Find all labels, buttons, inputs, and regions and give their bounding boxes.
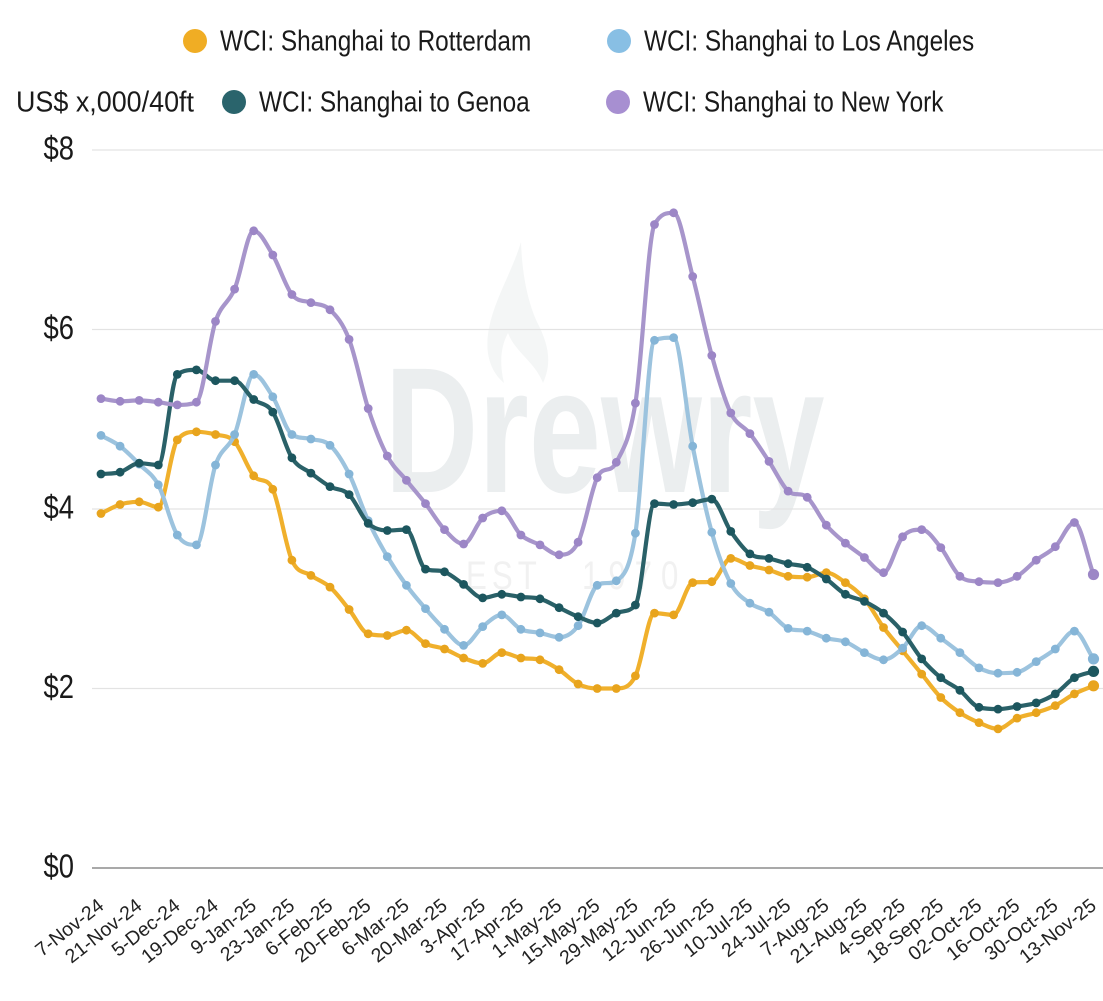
svg-text:$8: $8 <box>44 131 74 167</box>
svg-text:US$ x,000/40ft: US$ x,000/40ft <box>16 86 194 118</box>
svg-text:Drewry: Drewry <box>385 331 825 531</box>
svg-text:$0: $0 <box>44 849 74 885</box>
svg-text:WCI: Shanghai to New York: WCI: Shanghai to New York <box>643 86 944 118</box>
svg-text:$2: $2 <box>44 670 74 706</box>
svg-text:1970: 1970 <box>582 553 687 598</box>
svg-text:WCI: Shanghai to Rotterdam: WCI: Shanghai to Rotterdam <box>220 25 531 57</box>
svg-text:WCI: Shanghai to Genoa: WCI: Shanghai to Genoa <box>259 86 530 118</box>
svg-text:$4: $4 <box>44 490 74 526</box>
svg-text:$6: $6 <box>44 311 74 347</box>
svg-text:WCI: Shanghai to Los Angeles: WCI: Shanghai to Los Angeles <box>644 25 974 57</box>
